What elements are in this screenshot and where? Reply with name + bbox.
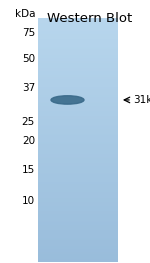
Text: 15: 15	[22, 165, 35, 175]
Text: 50: 50	[22, 54, 35, 64]
Text: 75: 75	[22, 28, 35, 38]
Text: kDa: kDa	[15, 9, 35, 19]
Text: 10: 10	[22, 196, 35, 206]
Text: Western Blot: Western Blot	[47, 12, 133, 25]
Ellipse shape	[51, 96, 84, 104]
Text: 25: 25	[22, 117, 35, 127]
Text: 20: 20	[22, 136, 35, 146]
Text: 37: 37	[22, 83, 35, 93]
Text: 31kDa: 31kDa	[133, 95, 150, 105]
